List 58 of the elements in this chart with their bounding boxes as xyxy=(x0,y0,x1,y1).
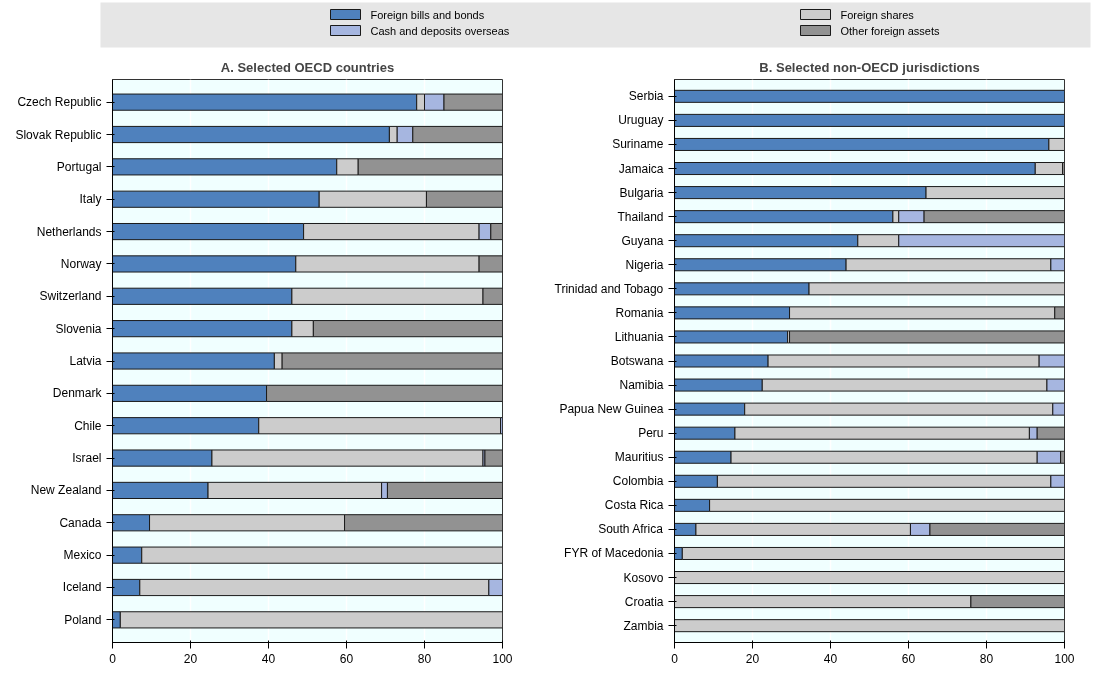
legend-label: Other foreign assets xyxy=(840,24,941,37)
y-tick-label: Bulgaria xyxy=(619,185,664,200)
legend-label: Foreign bills and bonds xyxy=(370,8,485,21)
y-tick-label: Mexico xyxy=(63,548,102,563)
y-tick-label: Latvia xyxy=(69,354,102,368)
y-tick-label: Chile xyxy=(74,418,102,433)
x-tick-label: 20 xyxy=(745,651,760,666)
y-tick-label: Israel xyxy=(72,451,102,466)
y-tick-label: Trinidad and Tobago xyxy=(554,281,664,296)
y-tick-label: New Zealand xyxy=(30,483,102,498)
y-tick-label: FYR of Macedonia xyxy=(564,546,664,561)
y-tick-label: Italy xyxy=(79,192,102,207)
y-tick-label: Kosovo xyxy=(623,570,664,585)
y-tick-label: Croatia xyxy=(624,594,664,609)
y-tick-label: Portugal xyxy=(56,159,102,174)
y-tick-label: Namibia xyxy=(619,378,664,393)
x-tick-label: 60 xyxy=(901,651,916,666)
y-tick-label: Czech Republic xyxy=(17,95,102,110)
y-tick-label: Thailand xyxy=(617,209,664,224)
y-tick-label: Colombia xyxy=(612,474,664,489)
y-tick-label: Peru xyxy=(638,426,664,441)
y-tick-label: Guyana xyxy=(621,233,664,248)
y-tick-label: Poland xyxy=(64,612,102,627)
x-tick-label: 80 xyxy=(979,651,994,666)
chart-title: A. Selected OECD countries xyxy=(220,59,395,75)
y-tick-label: Jamaica xyxy=(618,161,664,176)
y-tick-label: Lithuania xyxy=(614,329,664,344)
y-tick-label: Canada xyxy=(59,515,102,530)
y-tick-label: Slovak Republic xyxy=(15,127,102,142)
x-tick-label: 80 xyxy=(417,651,432,666)
x-tick-label: 0 xyxy=(109,651,117,666)
x-tick-label: 40 xyxy=(823,651,838,666)
y-tick-label: Mauritius xyxy=(614,450,664,465)
y-tick-label: Slovenia xyxy=(55,321,102,336)
y-tick-label: Nigeria xyxy=(625,257,664,272)
y-tick-label: Suriname xyxy=(612,137,664,152)
x-tick-label: 0 xyxy=(671,651,679,666)
x-tick-label: 100 xyxy=(1054,651,1075,666)
x-tick-label: 40 xyxy=(261,651,276,666)
y-tick-label: South Africa xyxy=(598,522,664,537)
y-tick-label: Serbia xyxy=(628,89,664,104)
legend-label: Cash and deposits overseas xyxy=(370,24,510,37)
y-tick-label: Netherlands xyxy=(36,224,102,239)
legend-label: Foreign shares xyxy=(840,8,915,21)
y-tick-label: Zambia xyxy=(623,618,664,633)
y-tick-label: Iceland xyxy=(62,580,102,595)
x-tick-label: 20 xyxy=(183,651,198,666)
y-tick-label: Switzerland xyxy=(39,289,102,304)
y-tick-label: Botswana xyxy=(610,354,664,368)
y-tick-label: Papua New Guinea xyxy=(559,402,664,417)
x-tick-label: 60 xyxy=(339,651,354,666)
chart-title: B. Selected non-OECD jurisdictions xyxy=(759,59,980,75)
y-tick-label: Denmark xyxy=(52,386,103,401)
y-tick-label: Costa Rica xyxy=(604,498,664,513)
y-tick-label: Romania xyxy=(615,305,664,320)
y-tick-label: Norway xyxy=(60,256,102,271)
x-tick-label: 100 xyxy=(492,651,513,666)
y-tick-label: Uruguay xyxy=(618,113,664,128)
